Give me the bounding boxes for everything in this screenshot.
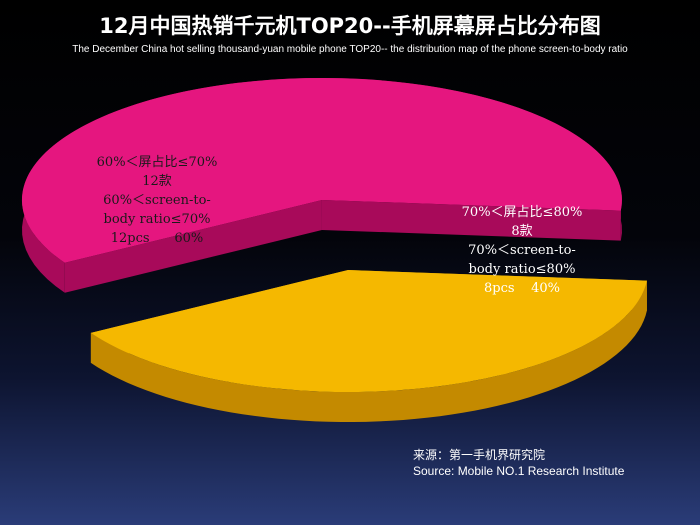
source-line-en: Source: Mobile NO.1 Research Institute (413, 464, 625, 478)
slice-label-line: 70%＜屏占比≤80% (462, 205, 583, 220)
slice-label-line: 60%＜screen-to- (103, 193, 211, 208)
pie-slice-wall-1-0 (64, 199, 322, 293)
slice-label-line: 60%＜屏占比≤70% (97, 155, 218, 170)
slice-label-line: 70%＜screen-to- (468, 243, 576, 258)
slice-label-line: 12pcs 60% (111, 231, 204, 246)
pie-slice-top-0 (90, 270, 647, 393)
pie-slice-0 (90, 270, 647, 423)
slice-label-line: 12款 (142, 174, 172, 189)
slice-label-1: 60%＜屏占比≤70% 12款 60%＜screen-to-body ratio≤7… (97, 155, 218, 246)
source-line-cn: 来源：第一手机界研究院 (413, 448, 546, 462)
slice-label-line: body ratio≤70% (104, 212, 211, 227)
chart-title: 12月中国热销千元机TOP20--手机屏幕屏占比分布图 (99, 14, 601, 38)
chart-subtitle: The December China hot selling thousand-… (72, 44, 628, 55)
slice-label-line: body ratio≤80% (469, 262, 576, 277)
pie-slice-1 (21, 77, 622, 293)
slice-label-line: 8pcs 40% (484, 281, 560, 296)
pie-slice-top-1 (21, 77, 622, 263)
pie-slice-side-0 (90, 280, 647, 423)
slice-label-line: 8款 (511, 224, 532, 239)
pie-slice-wall-1-1 (321, 199, 621, 241)
slice-label-0: 70%＜屏占比≤80% 8款 70%＜screen-to-body ratio≤80… (462, 205, 583, 296)
source-note: 来源：第一手机界研究院 Source: Mobile NO.1 Research… (413, 447, 624, 479)
